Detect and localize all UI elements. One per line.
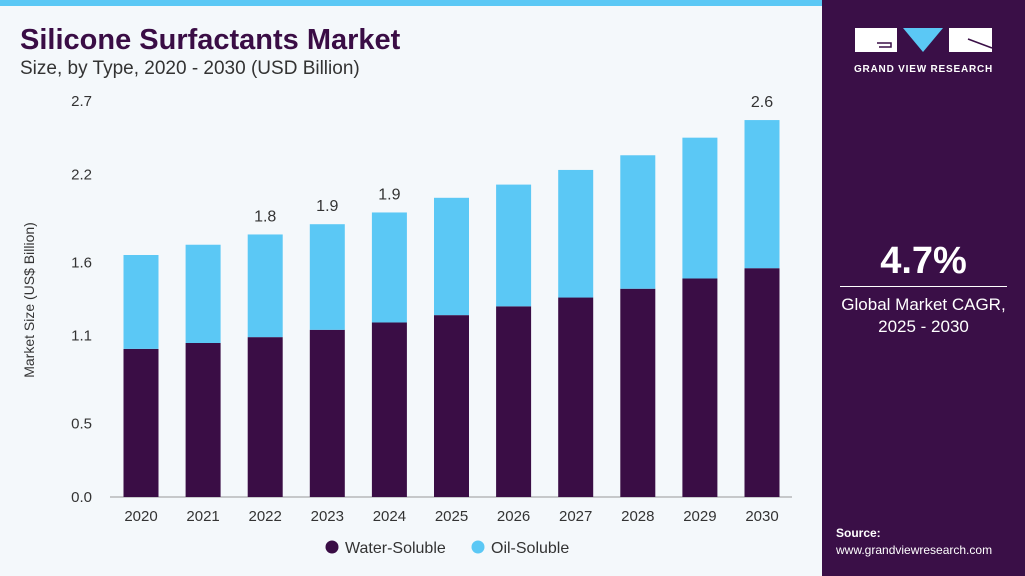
x-tick-label: 2025	[435, 508, 468, 525]
data-label: 1.8	[254, 208, 276, 225]
bar-oil-soluble-2024	[371, 212, 407, 323]
bar-water-soluble-2020	[123, 348, 159, 497]
x-tick-label: 2024	[373, 508, 406, 525]
info-panel: GRAND VIEW RESEARCH 4.7% Global Market C…	[822, 0, 1025, 576]
y-tick-label: 1.1	[71, 328, 92, 345]
top-accent-bar	[0, 0, 822, 6]
cagr-label: Global Market CAGR, 2025 - 2030	[822, 294, 1025, 338]
bar-chart: 0.0 0.5 1.1 1.6 2.2 2.7 Market Size (US$ Billi…	[21, 93, 792, 557]
chart-subtitle: Size, by Type, 2020 - 2030 (USD Billion)	[20, 58, 360, 79]
cagr-label-line1: Global Market CAGR,	[841, 295, 1006, 314]
bar-water-soluble-2028	[620, 288, 656, 497]
legend-label: Water-Soluble	[345, 540, 446, 557]
bar-water-soluble-2030	[744, 268, 780, 497]
data-label: 1.9	[378, 186, 400, 203]
bar-oil-soluble-2029	[682, 137, 718, 279]
bar-oil-soluble-2030	[744, 120, 780, 269]
y-axis-label: Market Size (US$ Billion)	[21, 222, 37, 378]
bar-water-soluble-2023	[309, 329, 345, 497]
bar-water-soluble-2029	[682, 278, 718, 497]
divider	[840, 286, 1007, 287]
x-tick-label: 2022	[249, 508, 282, 525]
x-tick-label: 2030	[745, 508, 778, 525]
bar-water-soluble-2021	[185, 343, 221, 497]
bar-oil-soluble-2020	[123, 255, 159, 349]
x-tick-label: 2026	[497, 508, 530, 525]
bar-oil-soluble-2022	[247, 234, 283, 338]
y-tick-label: 1.6	[71, 254, 92, 271]
x-tick-label: 2023	[311, 508, 344, 525]
y-tick-label: 0.5	[71, 416, 92, 433]
x-tick-label: 2021	[186, 508, 219, 525]
data-label: 1.9	[316, 198, 338, 215]
cagr-value: 4.7%	[880, 240, 967, 282]
source-link[interactable]: www.grandviewresearch.com	[836, 543, 993, 557]
legend-marker-water-soluble	[325, 540, 339, 554]
y-tick-label: 2.7	[71, 93, 92, 110]
bar-oil-soluble-2028	[620, 155, 656, 289]
bar-water-soluble-2027	[558, 297, 594, 497]
source-label: Source:	[836, 526, 881, 540]
x-tick-label: 2027	[559, 508, 592, 525]
x-tick-label: 2028	[621, 508, 654, 525]
data-label: 2.6	[751, 94, 773, 111]
cagr-label-line2: 2025 - 2030	[878, 317, 969, 336]
chart-title: Silicone Surfactants Market	[20, 24, 401, 56]
x-tick-label: 2020	[124, 508, 157, 525]
bar-oil-soluble-2027	[558, 169, 594, 298]
bar-water-soluble-2022	[247, 337, 283, 497]
bar-oil-soluble-2026	[496, 184, 532, 307]
bar-oil-soluble-2025	[434, 197, 469, 316]
legend-label: Oil-Soluble	[491, 540, 569, 557]
legend-marker-oil-soluble	[471, 540, 485, 554]
bar-water-soluble-2026	[496, 306, 532, 497]
bar-water-soluble-2024	[371, 322, 407, 497]
bar-water-soluble-2025	[434, 315, 469, 497]
x-tick-label: 2029	[683, 508, 716, 525]
bar-oil-soluble-2021	[185, 244, 221, 343]
y-tick-label: 2.2	[71, 166, 92, 183]
y-tick-label: 0.0	[71, 489, 92, 506]
gvr-logo	[855, 28, 993, 52]
brand-name: GRAND VIEW RESEARCH	[853, 64, 994, 75]
bar-oil-soluble-2023	[309, 224, 345, 330]
